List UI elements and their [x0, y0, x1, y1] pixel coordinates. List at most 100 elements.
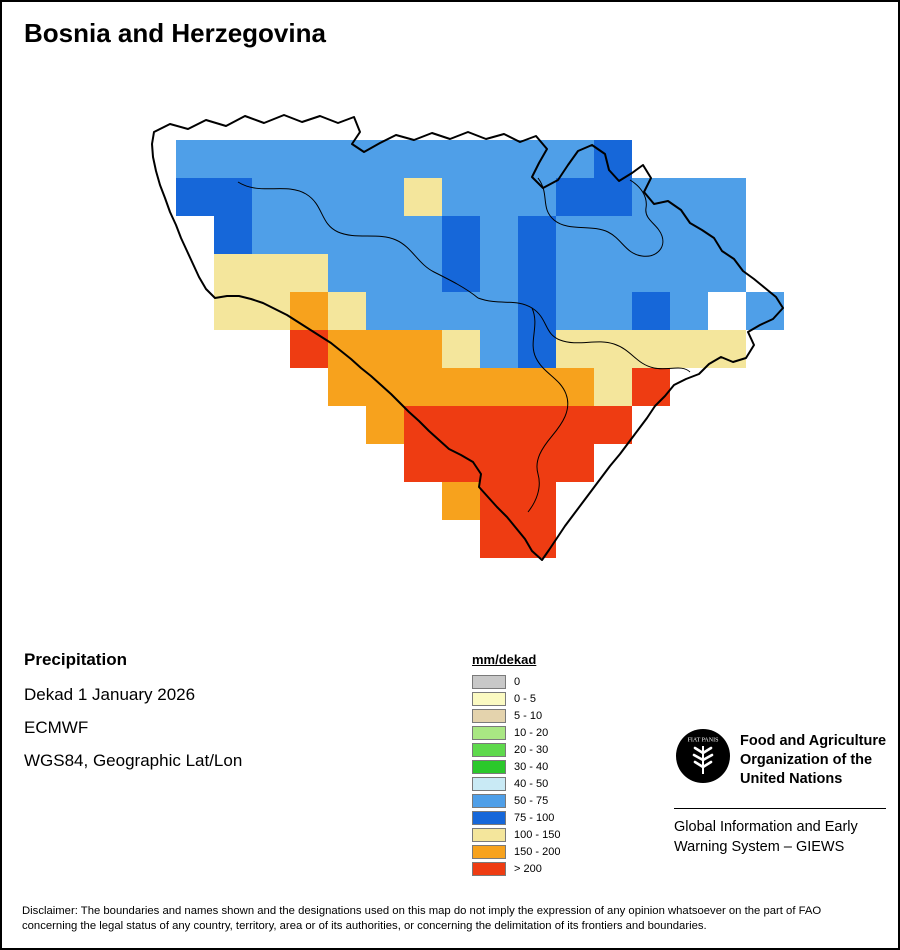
raster-cell — [442, 482, 480, 520]
raster-cell — [632, 330, 670, 368]
legend-item: 5 - 10 — [472, 709, 560, 723]
raster-cell — [252, 254, 290, 292]
raster-cell — [442, 216, 480, 254]
raster-cell — [442, 254, 480, 292]
raster-cell — [708, 254, 746, 292]
raster-cell — [252, 140, 290, 178]
raster-cell — [632, 292, 670, 330]
legend-swatch — [472, 828, 506, 842]
raster-cell — [290, 216, 328, 254]
raster-cell — [518, 406, 556, 444]
raster-cell — [556, 292, 594, 330]
raster-cell — [556, 330, 594, 368]
raster-cell — [404, 140, 442, 178]
raster-cell — [480, 368, 518, 406]
raster-cell — [328, 292, 366, 330]
raster-cell — [518, 482, 556, 520]
raster-cell — [632, 368, 670, 406]
legend: mm/dekad 0 0 - 5 5 - 10 10 - 20 20 - 30 30 - … — [472, 652, 560, 879]
raster-cell — [252, 216, 290, 254]
giews-line1: Global Information and Early — [674, 819, 858, 835]
legend-swatch — [472, 675, 506, 689]
raster-cell — [328, 178, 366, 216]
fao-org-line2: Organization of the — [740, 752, 873, 768]
raster-cell — [366, 254, 404, 292]
raster-cell — [708, 178, 746, 216]
raster-cell — [214, 178, 252, 216]
legend-item: > 200 — [472, 862, 560, 876]
raster-cell — [252, 292, 290, 330]
legend-swatch — [472, 760, 506, 774]
legend-item: 10 - 20 — [472, 726, 560, 740]
raster-cell — [214, 254, 252, 292]
raster-cell — [404, 368, 442, 406]
map-info-block: Precipitation Dekad 1 January 2026 ECMWF… — [24, 650, 242, 784]
projection-text: WGS84, Geographic Lat/Lon — [24, 751, 243, 770]
fao-org-name: Food and Agriculture Organization of the… — [740, 726, 886, 789]
raster-cell — [518, 292, 556, 330]
raster-cell — [442, 330, 480, 368]
raster-cell — [328, 368, 366, 406]
raster-cell — [480, 444, 518, 482]
raster-cell — [366, 292, 404, 330]
fao-logo-icon: FIAT PANIS — [676, 729, 730, 783]
raster-cell — [556, 254, 594, 292]
raster-cell — [556, 178, 594, 216]
raster-cell — [480, 520, 518, 558]
giews-line2: Warning System – GIEWS — [674, 839, 845, 855]
legend-label: 10 - 20 — [514, 727, 549, 739]
raster-cell — [442, 406, 480, 444]
raster-cell — [442, 292, 480, 330]
raster-cell — [556, 368, 594, 406]
raster-cell — [290, 178, 328, 216]
raster-cell — [594, 406, 632, 444]
legend-swatch — [472, 794, 506, 808]
disclaimer: Disclaimer: The boundaries and names sho… — [22, 904, 890, 933]
raster-cell — [670, 292, 708, 330]
legend-item: 40 - 50 — [472, 777, 560, 791]
raster-cell — [290, 330, 328, 368]
legend-label: 150 - 200 — [514, 846, 561, 858]
raster-cell — [366, 140, 404, 178]
raster-cell — [556, 406, 594, 444]
legend-label: 75 - 100 — [514, 812, 555, 824]
country-outline — [151, 114, 784, 561]
legend-label: 20 - 30 — [514, 744, 549, 756]
raster-cell — [366, 406, 404, 444]
raster-cell — [480, 292, 518, 330]
raster-cell — [328, 330, 366, 368]
legend-item: 0 - 5 — [472, 692, 560, 706]
raster-cell — [480, 216, 518, 254]
legend-title: mm/dekad — [472, 652, 537, 667]
legend-item: 150 - 200 — [472, 845, 560, 859]
legend-items: 0 0 - 5 5 - 10 10 - 20 20 - 30 30 - 40 40 - 50… — [472, 675, 560, 876]
giews-block: Global Information and Early Warning Sys… — [674, 817, 858, 857]
raster-cell — [366, 330, 404, 368]
disclaimer-line2: concerning the legal status of any count… — [22, 919, 707, 932]
disclaimer-line1: Disclaimer: The boundaries and names sho… — [22, 905, 822, 917]
dekad-text: Dekad 1 January 2026 — [24, 685, 196, 704]
legend-label: 100 - 150 — [514, 829, 561, 841]
raster-cell — [632, 254, 670, 292]
legend-label: 30 - 40 — [514, 761, 549, 773]
raster-cell — [518, 368, 556, 406]
raster-cell — [594, 178, 632, 216]
raster-cell — [442, 140, 480, 178]
legend-item: 20 - 30 — [472, 743, 560, 757]
legend-swatch — [472, 845, 506, 859]
raster-cell — [480, 140, 518, 178]
raster-cell — [480, 330, 518, 368]
legend-item: 100 - 150 — [472, 828, 560, 842]
fao-block: FIAT PANIS Food and Agriculture Organiza… — [674, 726, 886, 789]
legend-item: 0 — [472, 675, 560, 689]
legend-label: > 200 — [514, 863, 542, 875]
legend-item: 50 - 75 — [472, 794, 560, 808]
raster-cell — [594, 254, 632, 292]
raster-cell — [404, 330, 442, 368]
raster-cell — [670, 178, 708, 216]
admin-boundary-line — [237, 181, 479, 299]
legend-swatch — [472, 726, 506, 740]
dataset-label: Precipitation — [24, 650, 127, 669]
legend-item: 30 - 40 — [472, 760, 560, 774]
